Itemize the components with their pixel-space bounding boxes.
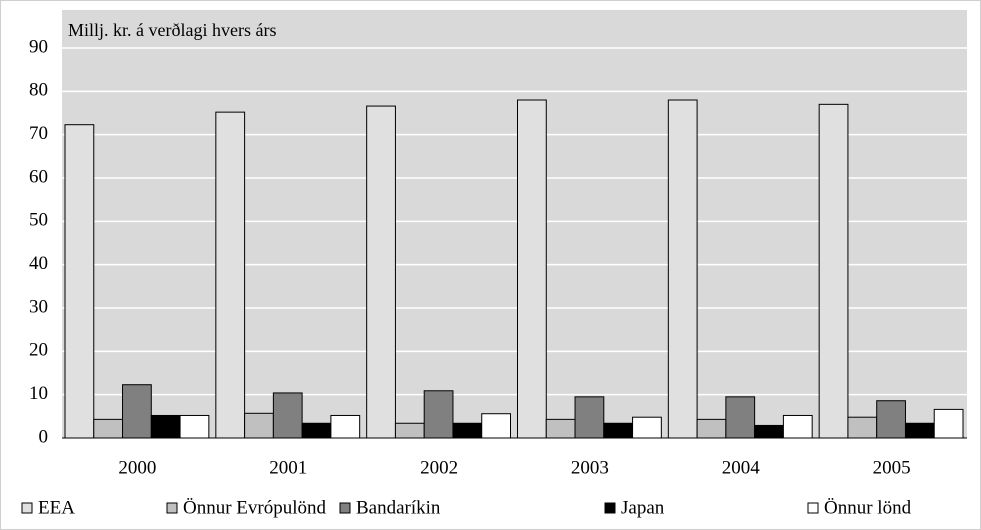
x-tick-label: 2001 <box>269 457 307 478</box>
bar <box>481 413 512 439</box>
legend-label: EEA <box>38 497 75 518</box>
bar <box>603 422 634 439</box>
bar <box>574 396 605 439</box>
chart-title: Millj. kr. á verðlagi hvers árs <box>68 20 276 40</box>
bar <box>933 408 964 439</box>
legend-label: Önnur Evrópulönd <box>183 497 327 518</box>
bar <box>904 422 935 439</box>
bar <box>394 422 425 439</box>
y-tick-label: 0 <box>39 426 49 447</box>
bar <box>122 384 152 439</box>
x-tick-label: 2003 <box>571 457 609 478</box>
legend-label: Bandaríkin <box>356 497 441 518</box>
bar <box>754 424 784 439</box>
bar <box>179 414 210 439</box>
bar <box>696 418 727 439</box>
y-tick-label: 80 <box>29 80 48 101</box>
x-tick-label: 2002 <box>420 457 458 478</box>
bar <box>93 418 124 439</box>
y-tick-label: 40 <box>29 253 48 274</box>
y-tick-label: 70 <box>29 123 48 144</box>
bar <box>423 390 454 439</box>
bar <box>876 400 906 439</box>
plot-area <box>62 10 967 438</box>
bar <box>452 422 483 439</box>
y-tick-label: 60 <box>29 166 48 187</box>
bar <box>366 105 396 439</box>
bar <box>215 111 246 439</box>
legend-label: Önnur lönd <box>824 497 912 518</box>
x-tick-label: 2005 <box>873 457 911 478</box>
x-tick-label: 2000 <box>118 457 156 478</box>
legend-swatch <box>604 502 616 514</box>
bar <box>725 396 756 439</box>
legend-label: Japan <box>621 497 665 518</box>
bar <box>244 412 274 439</box>
legend-swatch <box>807 502 819 514</box>
bar <box>272 392 303 439</box>
bar <box>301 422 332 439</box>
bar <box>818 103 849 439</box>
bar <box>150 414 181 439</box>
bar <box>632 416 662 439</box>
legend-swatch <box>21 502 33 514</box>
legend-swatch <box>339 502 351 514</box>
bar <box>64 124 95 439</box>
y-tick-label: 20 <box>29 340 48 361</box>
bar <box>330 414 361 439</box>
y-tick-label: 50 <box>29 210 48 231</box>
legend-swatch <box>166 502 178 514</box>
bar <box>847 416 878 439</box>
y-tick-label: 90 <box>29 36 48 57</box>
bar <box>782 414 813 439</box>
y-tick-label: 30 <box>29 296 48 317</box>
y-tick-label: 10 <box>29 383 48 404</box>
bar <box>667 99 698 439</box>
bar <box>517 99 547 439</box>
x-tick-label: 2004 <box>722 457 761 478</box>
bar <box>545 418 576 439</box>
